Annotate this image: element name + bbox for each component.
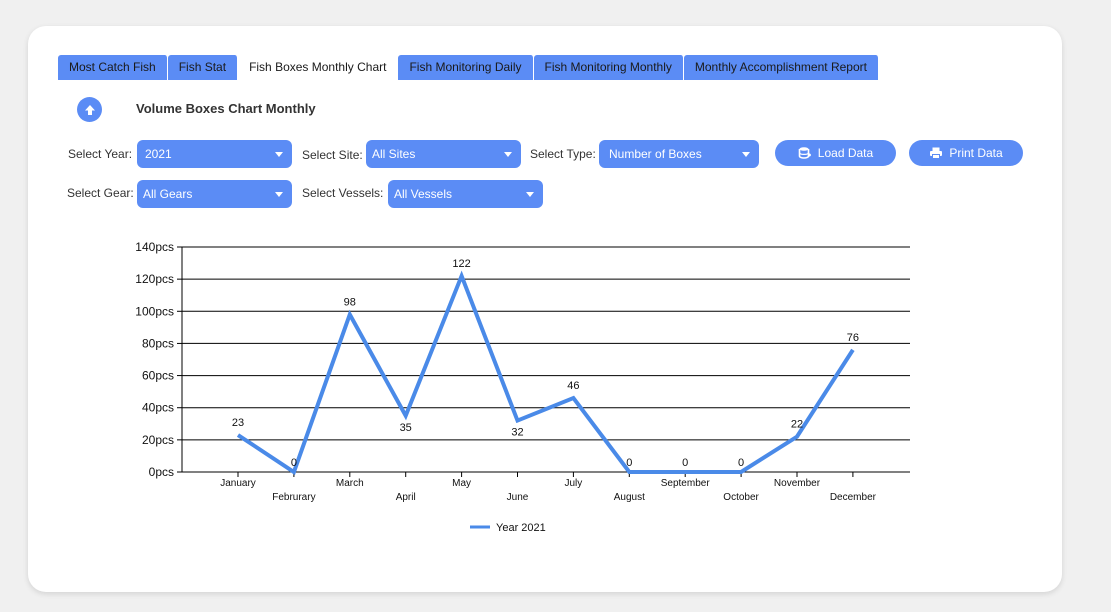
x-tick-label: April	[396, 492, 416, 503]
data-label: 98	[344, 297, 356, 309]
gear-select[interactable]: All Gears	[137, 180, 292, 208]
tab-most-catch-fish[interactable]: Most Catch Fish	[58, 55, 168, 80]
site-label: Select Site:	[302, 148, 363, 162]
data-label: 0	[738, 457, 744, 469]
year-label: Select Year:	[68, 147, 133, 161]
x-tick-label: July	[565, 478, 583, 489]
year-select[interactable]: 2021	[137, 140, 292, 168]
tab-monthly-accomplishment-report[interactable]: Monthly Accomplishment Report	[683, 55, 879, 80]
panel-title: Volume Boxes Chart Monthly	[136, 101, 316, 116]
vessels-select[interactable]: All Vessels	[388, 180, 543, 208]
arrow-up-icon	[84, 104, 95, 115]
x-tick-label: June	[507, 492, 529, 503]
y-tick-label: 120pcs	[135, 272, 174, 286]
x-tick-label: October	[723, 492, 759, 503]
tab-fish-monitoring-monthly[interactable]: Fish Monitoring Monthly	[533, 55, 684, 80]
y-tick-label: 0pcs	[149, 465, 174, 479]
tab-bar: Most Catch Fish Fish Stat Fish Boxes Mon…	[58, 55, 879, 80]
data-label: 32	[511, 427, 523, 439]
load-data-button[interactable]: Load Data	[775, 140, 896, 166]
y-tick-label: 40pcs	[142, 401, 174, 415]
chevron-down-icon	[526, 192, 534, 197]
data-label: 0	[682, 457, 688, 469]
year-select-value: 2021	[145, 147, 172, 161]
y-tick-label: 20pcs	[142, 433, 174, 447]
x-tick-label: May	[452, 478, 471, 489]
x-tick-label: November	[774, 478, 821, 489]
tab-fish-monitoring-daily[interactable]: Fish Monitoring Daily	[398, 55, 534, 80]
site-select-value: All Sites	[372, 147, 416, 161]
data-label: 0	[291, 457, 297, 469]
type-label: Select Type:	[530, 147, 596, 161]
chevron-down-icon	[275, 152, 283, 157]
data-label: 122	[452, 258, 470, 270]
database-icon	[798, 147, 811, 159]
y-tick-label: 80pcs	[142, 336, 174, 350]
chevron-down-icon	[504, 152, 512, 157]
series-line-year-2021	[236, 270, 855, 476]
print-data-label: Print Data	[949, 146, 1003, 160]
gear-label: Select Gear:	[67, 186, 134, 200]
x-tick-label: August	[614, 492, 645, 503]
y-tick-label: 60pcs	[142, 369, 174, 383]
x-tick-label: March	[336, 478, 364, 489]
chevron-down-icon	[742, 152, 750, 157]
chevron-down-icon	[275, 192, 283, 197]
tab-fish-boxes-monthly-chart[interactable]: Fish Boxes Monthly Chart	[238, 55, 399, 80]
type-select[interactable]: Number of Boxes	[599, 140, 759, 168]
data-label: 35	[400, 422, 412, 434]
printer-icon	[930, 147, 943, 159]
report-card	[28, 26, 1062, 592]
data-label: 22	[791, 419, 803, 431]
load-data-label: Load Data	[817, 146, 874, 160]
legend-label: Year 2021	[496, 522, 546, 534]
x-tick-label: September	[661, 478, 711, 489]
data-label: 0	[626, 457, 632, 469]
x-tick-label: Februrary	[272, 492, 315, 503]
site-select[interactable]: All Sites	[366, 140, 521, 168]
data-label: 76	[847, 332, 859, 344]
vessels-select-value: All Vessels	[394, 187, 453, 201]
scroll-up-button[interactable]	[77, 97, 102, 122]
data-label: 46	[567, 380, 579, 392]
x-tick-label: December	[830, 492, 877, 503]
tab-fish-stat[interactable]: Fish Stat	[167, 55, 239, 80]
gear-select-value: All Gears	[143, 187, 193, 201]
x-tick-label: January	[220, 478, 256, 489]
print-data-button[interactable]: Print Data	[909, 140, 1023, 166]
y-tick-label: 140pcs	[135, 240, 174, 254]
vessels-label: Select Vessels:	[302, 186, 384, 200]
y-tick-label: 100pcs	[135, 304, 174, 318]
data-label: 23	[232, 417, 244, 429]
type-select-value: Number of Boxes	[609, 147, 702, 161]
